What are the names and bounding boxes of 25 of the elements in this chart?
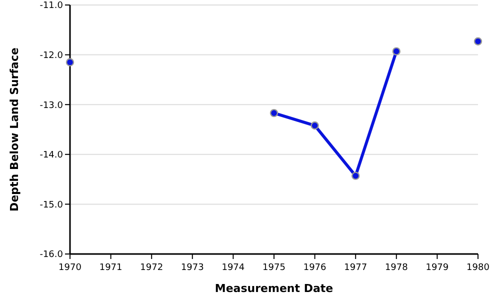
y-tick-label: -15.0	[40, 200, 64, 210]
y-tick-label: -13.0	[40, 100, 64, 111]
x-tick-label: 1980	[466, 263, 490, 273]
y-axis-title: Depth Below Land Surface	[8, 48, 21, 212]
point	[352, 172, 360, 180]
x-tick-label: 1971	[99, 263, 122, 273]
x-tick-label: 1974	[222, 263, 245, 273]
x-tick-label: 1979	[426, 263, 449, 273]
y-tick-label: -14.0	[40, 150, 64, 161]
y-tick-label: -11.0	[40, 1, 64, 12]
y-tick-label: -16.0	[40, 250, 64, 260]
point	[66, 58, 74, 66]
x-tick-label: 1976	[303, 263, 327, 273]
y-tick-label: -12.0	[40, 50, 64, 61]
x-axis-title: Measurement Date	[214, 282, 334, 295]
x-tick-label: 1973	[180, 263, 204, 273]
point	[392, 47, 400, 56]
point	[310, 121, 319, 130]
x-tick-label: 1972	[140, 263, 164, 273]
x-tick-label: 1975	[262, 263, 286, 273]
x-tick-label: 1978	[384, 263, 408, 273]
x-tick-label: 1970	[58, 263, 82, 273]
x-tick-label: 1977	[344, 263, 368, 273]
point	[270, 108, 278, 118]
point	[474, 37, 482, 46]
